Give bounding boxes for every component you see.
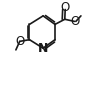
Text: O: O: [15, 35, 24, 48]
Text: O: O: [61, 1, 70, 14]
Text: O: O: [70, 15, 80, 28]
Text: N: N: [38, 42, 48, 55]
